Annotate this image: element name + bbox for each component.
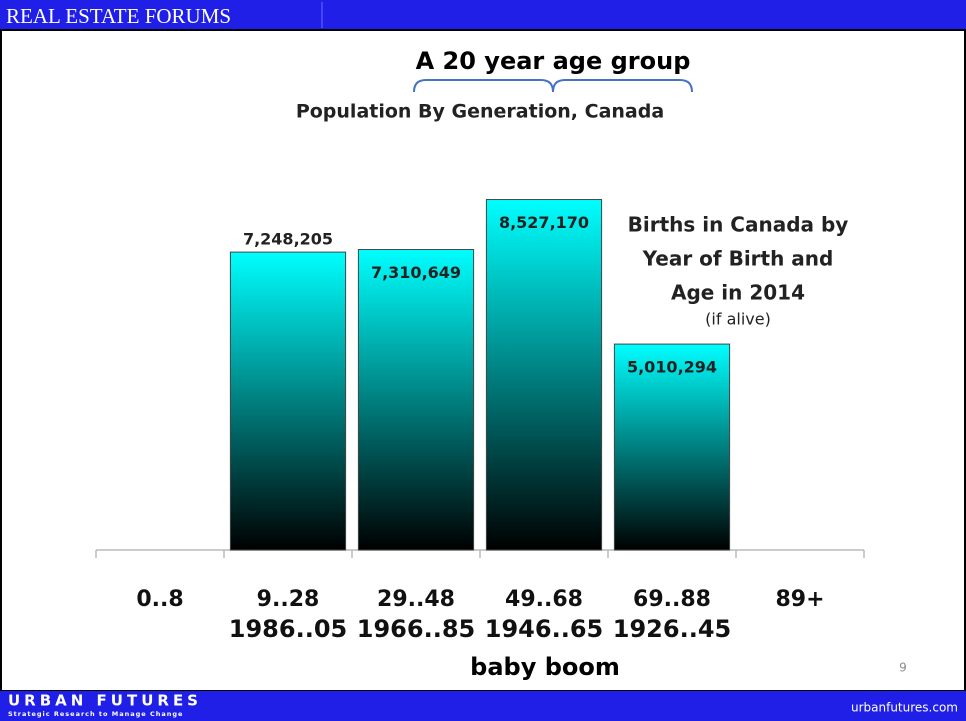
side-note: (if alive) [705,310,771,329]
birth-year-label: 1986..05 [229,615,347,643]
header-title: REAL ESTATE FORUMS [6,4,231,28]
value-label: 8,527,170 [499,213,589,232]
x-tick-label: 9..28 [257,587,320,612]
footer-url: urbanfutures.com [851,701,958,715]
value-label: 5,010,294 [627,358,717,377]
side-title: Births in Canada by [628,213,849,237]
footer-bar [0,691,966,721]
birth-year-label: 1946..65 [485,615,603,643]
bar [485,199,603,551]
bracket [413,79,693,93]
birth-year-label: 1926..45 [613,615,731,643]
page-number: 9 [899,661,907,675]
value-label: 7,248,205 [243,230,333,249]
bar [229,251,347,551]
chart-title: Population By Generation, Canada [296,101,664,123]
side-title: Year of Birth and [642,247,834,271]
bar [357,249,475,551]
x-tick-label: 49..68 [505,587,583,612]
header-bar [0,0,966,30]
birth-year-label: 1966..85 [357,615,475,643]
footer-brand: URBAN FUTURES [8,692,202,710]
x-tick-label: 89+ [775,587,824,612]
footer-tagline: Strategic Research to Manage Change [8,710,183,718]
boom-label: baby boom [470,653,620,681]
x-tick-label: 69..88 [633,587,711,612]
bracket-label: A 20 year age group [416,47,691,75]
x-tick-label: 29..48 [377,587,455,612]
x-tick-label: 0..8 [136,587,183,612]
bar [613,343,731,551]
value-label: 7,310,649 [371,263,461,282]
side-title: Age in 2014 [671,281,805,305]
